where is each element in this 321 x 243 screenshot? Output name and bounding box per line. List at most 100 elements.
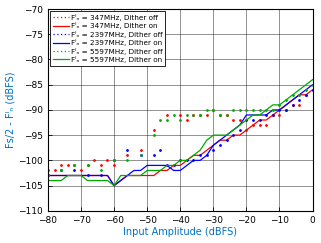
Fᴵₙ = 2397MHz, Dither on <box>139 169 143 172</box>
Fᴵₙ = 2397MHz, Dither off <box>198 154 202 157</box>
Fᴵₙ = 347MHz, Dither on <box>251 124 255 127</box>
Fᴵₙ = 347MHz, Dither on <box>284 104 288 106</box>
Fᴵₙ = 5597MHz, Dither off <box>73 164 76 167</box>
Fᴵₙ = 5597MHz, Dither off <box>304 88 308 91</box>
Fᴵₙ = 5597MHz, Dither off <box>178 119 182 122</box>
Fᴵₙ = 347MHz, Dither on <box>46 174 50 177</box>
Fᴵₙ = 347MHz, Dither off <box>73 164 76 167</box>
Fᴵₙ = 5597MHz, Dither on <box>59 179 63 182</box>
Fᴵₙ = 347MHz, Dither off <box>106 159 109 162</box>
Fᴵₙ = 347MHz, Dither off <box>218 113 222 116</box>
Fᴵₙ = 347MHz, Dither off <box>165 113 169 116</box>
Fᴵₙ = 5597MHz, Dither on <box>126 174 129 177</box>
Fᴵₙ = 2397MHz, Dither on <box>66 174 70 177</box>
Fᴵₙ = 347MHz, Dither on <box>172 164 176 167</box>
Fᴵₙ = 347MHz, Dither on <box>185 159 189 162</box>
Line: Fᴵₙ = 347MHz, Dither off: Fᴵₙ = 347MHz, Dither off <box>47 88 314 172</box>
Fᴵₙ = 347MHz, Dither on <box>298 93 301 96</box>
Fᴵₙ = 2397MHz, Dither on <box>178 169 182 172</box>
Fᴵₙ = 5597MHz, Dither off <box>231 108 235 111</box>
Fᴵₙ = 347MHz, Dither on <box>86 174 90 177</box>
Fᴵₙ = 347MHz, Dither off <box>126 154 129 157</box>
Fᴵₙ = 5597MHz, Dither off <box>172 113 176 116</box>
Fᴵₙ = 2397MHz, Dither off <box>212 149 215 152</box>
Fᴵₙ = 5597MHz, Dither off <box>278 104 282 106</box>
Fᴵₙ = 347MHz, Dither off <box>152 129 156 131</box>
Fᴵₙ = 347MHz, Dither on <box>112 184 116 187</box>
Fᴵₙ = 347MHz, Dither on <box>245 129 248 131</box>
Fᴵₙ = 347MHz, Dither on <box>139 174 143 177</box>
Fᴵₙ = 2397MHz, Dither on <box>159 164 162 167</box>
Fᴵₙ = 5597MHz, Dither on <box>53 179 56 182</box>
Fᴵₙ = 2397MHz, Dither on <box>53 174 56 177</box>
Fᴵₙ = 5597MHz, Dither on <box>112 184 116 187</box>
Fᴵₙ = 5597MHz, Dither off <box>298 93 301 96</box>
Fᴵₙ = 347MHz, Dither off <box>304 93 308 96</box>
Fᴵₙ = 5597MHz, Dither off <box>291 93 295 96</box>
Fᴵₙ = 347MHz, Dither on <box>205 149 209 152</box>
Fᴵₙ = 5597MHz, Dither on <box>145 169 149 172</box>
Fᴵₙ = 2397MHz, Dither on <box>126 174 129 177</box>
Fᴵₙ = 347MHz, Dither on <box>271 113 275 116</box>
Fᴵₙ = 2397MHz, Dither on <box>145 164 149 167</box>
Fᴵₙ = 347MHz, Dither off <box>245 129 248 131</box>
Fᴵₙ = 5597MHz, Dither on <box>291 93 295 96</box>
Fᴵₙ = 2397MHz, Dither on <box>172 169 176 172</box>
Fᴵₙ = 2397MHz, Dither on <box>231 129 235 131</box>
Fᴵₙ = 2397MHz, Dither off <box>139 154 143 157</box>
Fᴵₙ = 347MHz, Dither on <box>159 169 162 172</box>
Line: Fᴵₙ = 2397MHz, Dither off: Fᴵₙ = 2397MHz, Dither off <box>47 88 314 177</box>
Fᴵₙ = 347MHz, Dither on <box>178 164 182 167</box>
Fᴵₙ = 2397MHz, Dither off <box>86 174 90 177</box>
Fᴵₙ = 347MHz, Dither on <box>212 144 215 147</box>
Fᴵₙ = 2397MHz, Dither on <box>218 139 222 142</box>
Fᴵₙ = 347MHz, Dither on <box>258 119 262 122</box>
Fᴵₙ = 347MHz, Dither on <box>238 134 242 137</box>
Fᴵₙ = 5597MHz, Dither on <box>106 179 109 182</box>
Fᴵₙ = 5597MHz, Dither off <box>59 169 63 172</box>
Fᴵₙ = 347MHz, Dither on <box>278 108 282 111</box>
Fᴵₙ = 5597MHz, Dither on <box>73 174 76 177</box>
Fᴵₙ = 5597MHz, Dither on <box>284 98 288 101</box>
Fᴵₙ = 2397MHz, Dither off <box>126 149 129 152</box>
Line: Fᴵₙ = 5597MHz, Dither on: Fᴵₙ = 5597MHz, Dither on <box>48 80 313 186</box>
Fᴵₙ = 5597MHz, Dither on <box>79 174 83 177</box>
Fᴵₙ = 2397MHz, Dither off <box>264 113 268 116</box>
Fᴵₙ = 5597MHz, Dither off <box>264 108 268 111</box>
Fᴵₙ = 5597MHz, Dither on <box>185 159 189 162</box>
Fᴵₙ = 5597MHz, Dither off <box>112 159 116 162</box>
Fᴵₙ = 347MHz, Dither off <box>46 169 50 172</box>
Fᴵₙ = 5597MHz, Dither on <box>66 174 70 177</box>
Fᴵₙ = 2397MHz, Dither on <box>284 104 288 106</box>
Fᴵₙ = 5597MHz, Dither on <box>298 88 301 91</box>
Fᴵₙ = 2397MHz, Dither on <box>245 113 248 116</box>
Fᴵₙ = 2397MHz, Dither off <box>298 98 301 101</box>
Fᴵₙ = 5597MHz, Dither off <box>46 174 50 177</box>
Fᴵₙ = 347MHz, Dither on <box>59 174 63 177</box>
Fᴵₙ = 2397MHz, Dither off <box>59 169 63 172</box>
Fᴵₙ = 347MHz, Dither on <box>231 134 235 137</box>
Fᴵₙ = 2397MHz, Dither off <box>205 154 209 157</box>
Fᴵₙ = 347MHz, Dither on <box>126 174 129 177</box>
Fᴵₙ = 347MHz, Dither off <box>79 169 83 172</box>
Fᴵₙ = 2397MHz, Dither on <box>112 184 116 187</box>
Fᴵₙ = 5597MHz, Dither on <box>139 174 143 177</box>
Fᴵₙ = 2397MHz, Dither on <box>291 98 295 101</box>
Fᴵₙ = 347MHz, Dither on <box>311 88 315 91</box>
X-axis label: Input Amplitude (dBFS): Input Amplitude (dBFS) <box>123 227 237 237</box>
Fᴵₙ = 2397MHz, Dither off <box>178 159 182 162</box>
Fᴵₙ = 5597MHz, Dither off <box>245 108 248 111</box>
Fᴵₙ = 5597MHz, Dither on <box>278 104 282 106</box>
Fᴵₙ = 347MHz, Dither on <box>53 174 56 177</box>
Fᴵₙ = 347MHz, Dither off <box>185 119 189 122</box>
Fᴵₙ = 2397MHz, Dither on <box>278 108 282 111</box>
Line: Fᴵₙ = 2397MHz, Dither on: Fᴵₙ = 2397MHz, Dither on <box>48 85 313 186</box>
Fᴵₙ = 2397MHz, Dither on <box>258 113 262 116</box>
Fᴵₙ = 5597MHz, Dither off <box>218 113 222 116</box>
Fᴵₙ = 5597MHz, Dither on <box>225 134 229 137</box>
Fᴵₙ = 347MHz, Dither off <box>212 108 215 111</box>
Fᴵₙ = 2397MHz, Dither off <box>271 113 275 116</box>
Fᴵₙ = 2397MHz, Dither off <box>225 139 229 142</box>
Fᴵₙ = 347MHz, Dither on <box>92 174 96 177</box>
Fᴵₙ = 5597MHz, Dither on <box>178 159 182 162</box>
